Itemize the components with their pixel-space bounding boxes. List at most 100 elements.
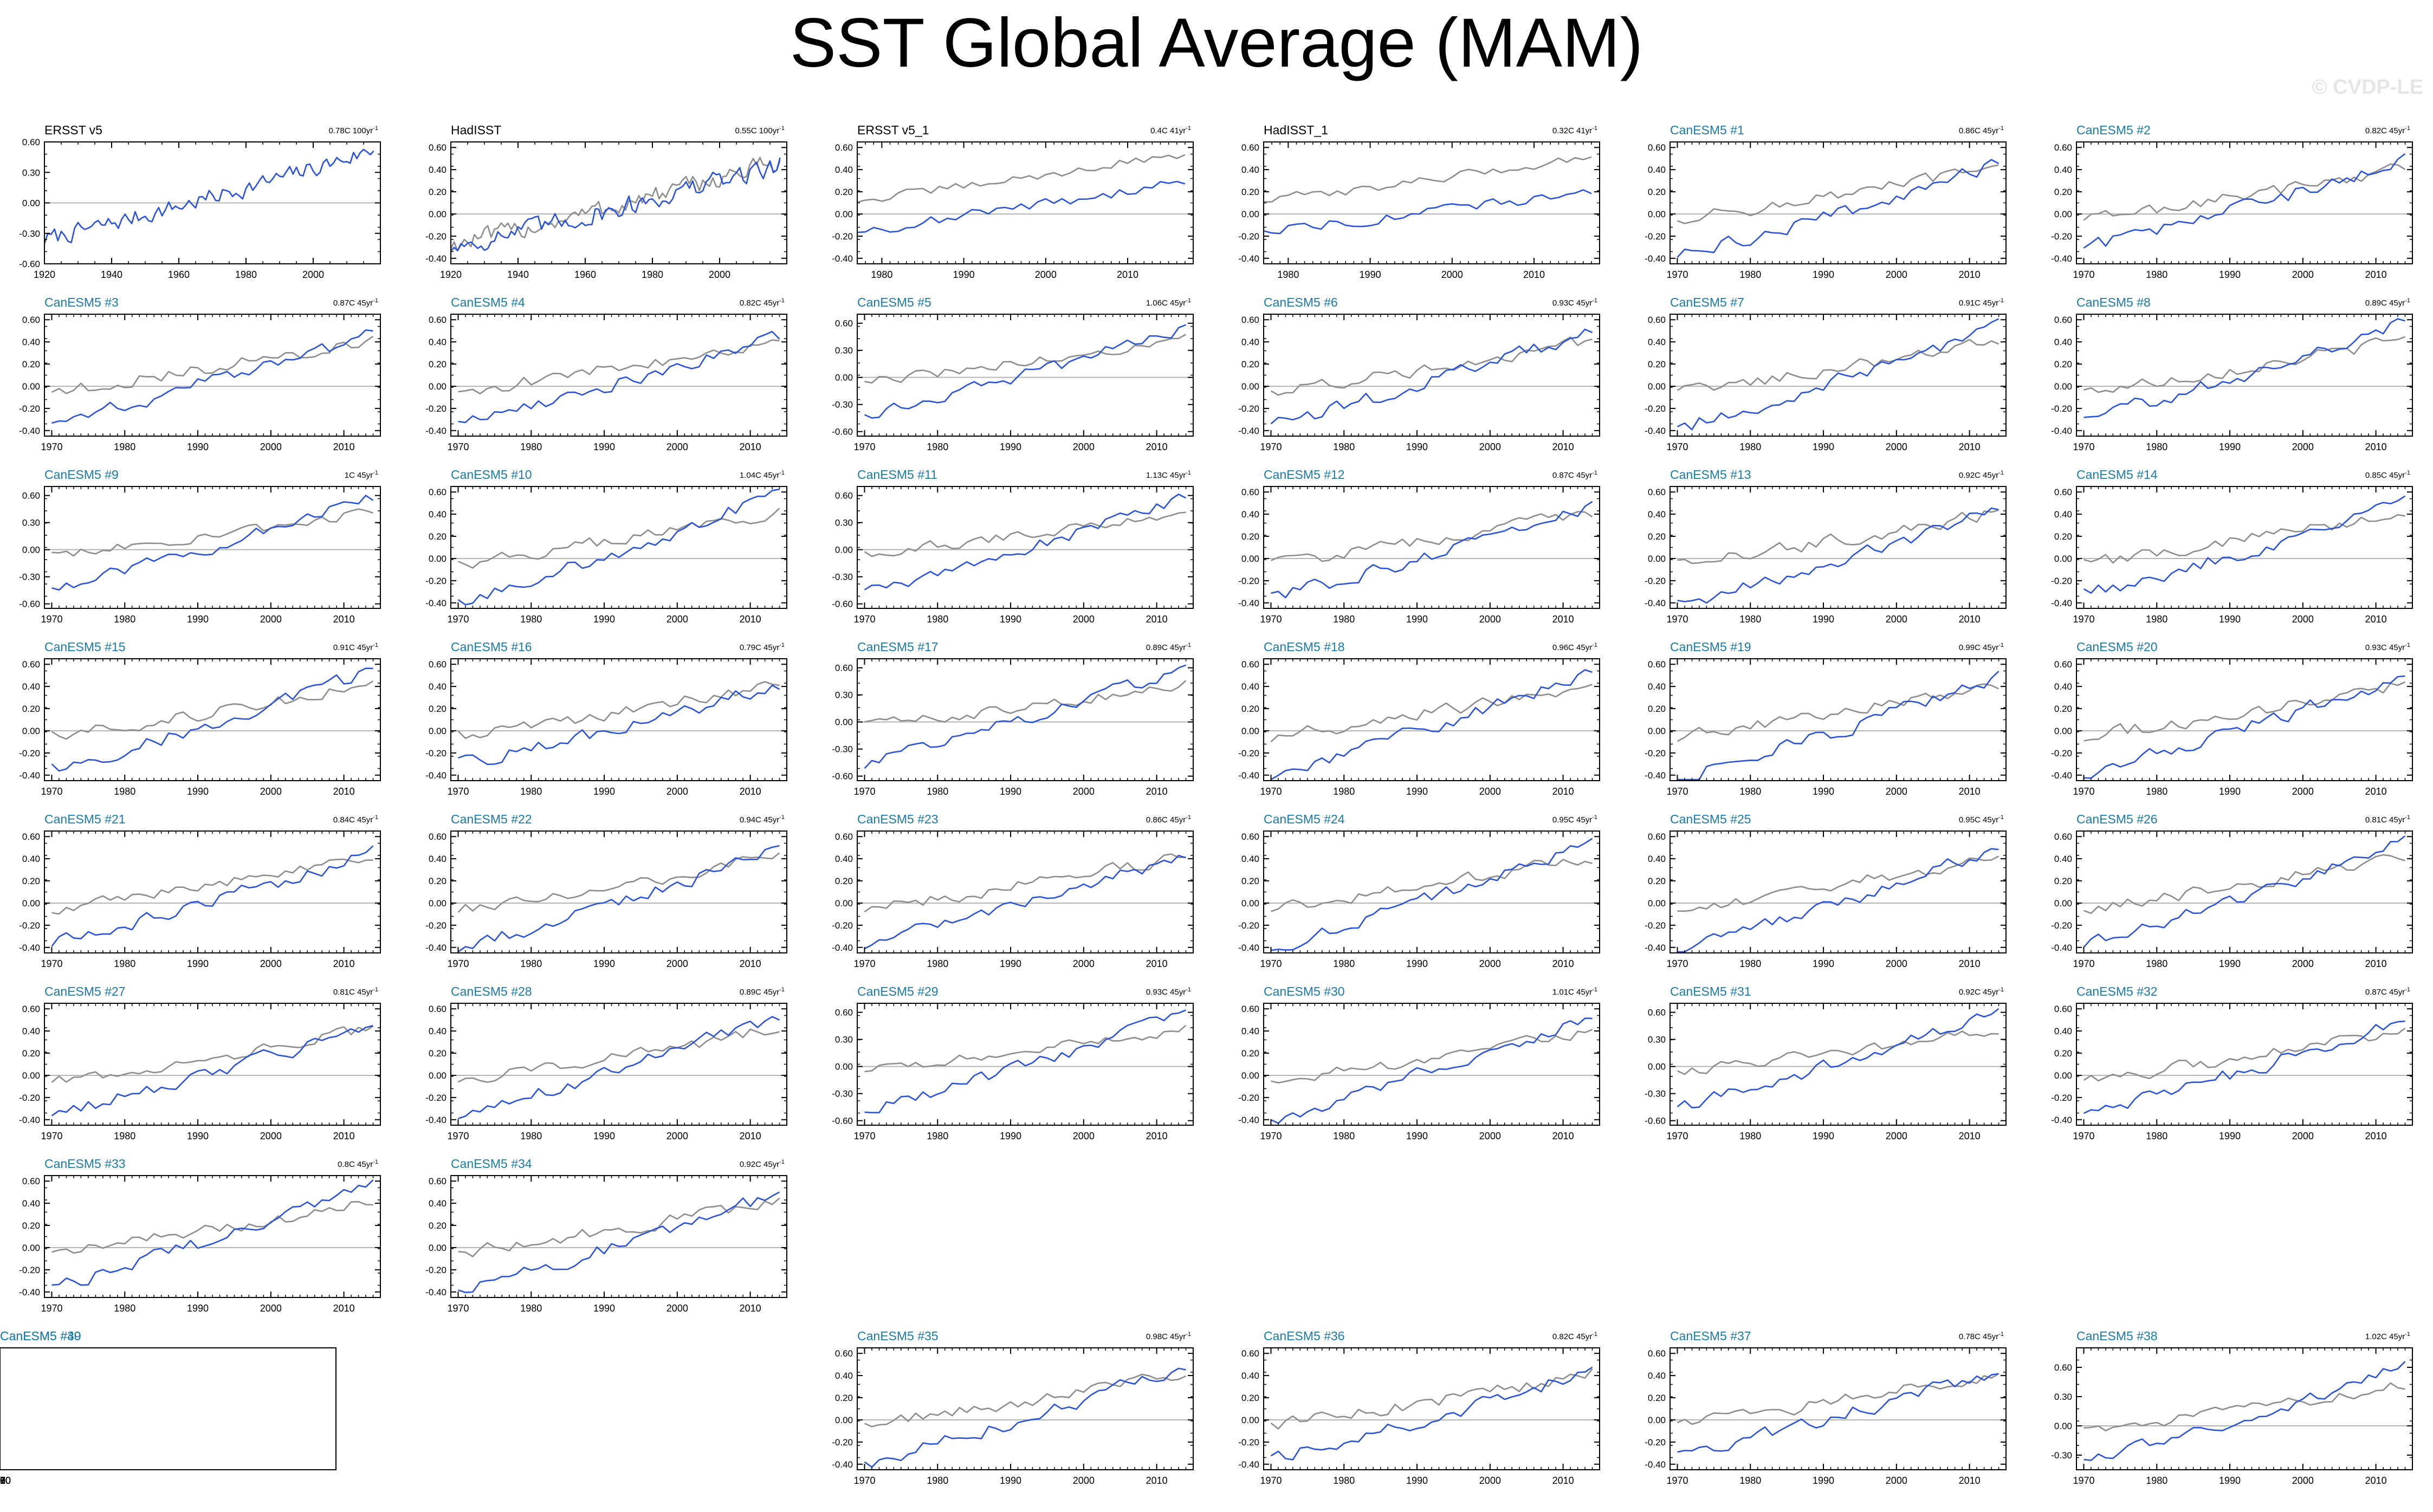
y-tick-label: 0.60 bbox=[835, 142, 853, 153]
x-tick-label: 1980 bbox=[235, 269, 257, 280]
x-tick-label: 1970 bbox=[447, 958, 469, 969]
plot-frame bbox=[1263, 141, 1600, 264]
x-tick-label: 1970 bbox=[1260, 614, 1282, 625]
y-tick-label: 0.40 bbox=[2054, 509, 2072, 520]
x-tick-label: 2000 bbox=[2292, 958, 2314, 969]
y-tick-label: 0.60 bbox=[835, 832, 853, 842]
y-tick-label: 0.60 bbox=[1241, 315, 1259, 325]
x-tick-label: 1980 bbox=[642, 269, 663, 280]
panel-title: CanESM5 #12 bbox=[1264, 468, 1345, 482]
x-tick-label: 2010 bbox=[1146, 786, 1168, 797]
x-tick-label: 2000 bbox=[1886, 958, 1907, 969]
model-series-line bbox=[2083, 153, 2406, 249]
y-tick-label: 0.60 bbox=[429, 1004, 447, 1014]
model-series-line bbox=[864, 493, 1187, 590]
y-tick-label: -0.60 bbox=[832, 1116, 853, 1126]
y-tick-label: -0.40 bbox=[425, 254, 447, 264]
panel-title: CanESM5 #11 bbox=[857, 468, 937, 482]
x-tick-label: 2000 bbox=[667, 614, 688, 625]
y-tick-label: 0.40 bbox=[2054, 165, 2072, 175]
x-tick-label: 1970 bbox=[41, 786, 62, 797]
y-tick-label: -0.20 bbox=[19, 920, 40, 931]
x-tick-label: 2000 bbox=[260, 1131, 282, 1141]
panel-28: CanESM5 #24 0.95C 45yr-1 0.60 0.40 0.20 0.00 -… bbox=[1238, 812, 1600, 969]
trend-label: 0.91C 45yr-1 bbox=[333, 642, 378, 652]
obs-series-line bbox=[51, 508, 373, 557]
y-tick-label: 0.40 bbox=[1241, 854, 1259, 864]
x-tick-label: 1970 bbox=[1666, 786, 1688, 797]
y-tick-label: 0.40 bbox=[2054, 854, 2072, 864]
trend-label: 0.89C 45yr-1 bbox=[740, 987, 785, 997]
y-tick-label: 0.60 bbox=[835, 319, 853, 329]
y-tick-label: 0.00 bbox=[2054, 554, 2072, 564]
y-tick-label: 0.20 bbox=[1241, 876, 1259, 886]
x-tick-label: 2000 bbox=[260, 614, 282, 625]
x-tick-label: 2010 bbox=[2365, 958, 2387, 969]
y-tick-label: -0.20 bbox=[2051, 920, 2072, 931]
x-tick-label: 2010 bbox=[2365, 442, 2387, 452]
y-tick-label: -0.30 bbox=[832, 400, 853, 410]
y-tick-label: 0.60 bbox=[1241, 659, 1259, 670]
y-tick-label: 0.60 bbox=[2054, 487, 2072, 497]
panel-title: HadISST bbox=[451, 123, 501, 137]
y-tick-label: 0.20 bbox=[429, 876, 447, 886]
x-tick-label: 1990 bbox=[1406, 786, 1428, 797]
x-tick-label: 2000 bbox=[260, 786, 282, 797]
x-tick-label: 2010 bbox=[333, 1131, 355, 1141]
y-tick-label: -0.20 bbox=[1238, 920, 1259, 931]
x-tick-label: 1960 bbox=[574, 269, 596, 280]
plot-frame bbox=[1670, 658, 2007, 781]
y-tick-label: -0.30 bbox=[832, 1089, 853, 1099]
panel-title: HadISST_1 bbox=[1264, 123, 1328, 137]
panel-title: CanESM5 #9 bbox=[44, 468, 119, 482]
x-tick-label: 2000 bbox=[302, 269, 324, 280]
trend-label: 0.89C 45yr-1 bbox=[1146, 642, 1191, 652]
x-tick-label: 1990 bbox=[1813, 442, 1834, 452]
plot-frame bbox=[1263, 830, 1600, 953]
x-tick-label: 1990 bbox=[1406, 958, 1428, 969]
y-tick-label: 0.20 bbox=[835, 876, 853, 886]
y-tick-label: -0.60 bbox=[19, 259, 40, 269]
x-tick-label: 1990 bbox=[1813, 786, 1834, 797]
y-tick-label: 0.30 bbox=[835, 1035, 853, 1045]
y-tick-label: 0.00 bbox=[835, 898, 853, 909]
y-tick-label: 0.00 bbox=[1241, 898, 1259, 909]
x-tick-label: 1990 bbox=[1000, 442, 1021, 452]
y-tick-label: -0.40 bbox=[19, 1115, 40, 1125]
x-tick-label: 2010 bbox=[333, 958, 355, 969]
x-tick-label: 2010 bbox=[2365, 786, 2387, 797]
y-tick-label: 0.40 bbox=[22, 682, 40, 692]
obs-series-line bbox=[51, 335, 374, 394]
y-tick-label: 0.20 bbox=[1648, 876, 1666, 886]
x-tick-label: 1920 bbox=[34, 269, 55, 280]
model-series-line bbox=[2083, 675, 2405, 779]
y-tick-label: -0.40 bbox=[19, 943, 40, 953]
y-tick-label: -0.20 bbox=[1238, 748, 1259, 758]
plot-frame bbox=[44, 486, 381, 609]
y-tick-label: -0.40 bbox=[832, 943, 853, 953]
x-tick-label: 1990 bbox=[2219, 614, 2241, 625]
trend-label: 0.32C 41yr-1 bbox=[1552, 125, 1597, 135]
x-tick-label: 2000 bbox=[667, 442, 688, 452]
y-tick-label: 0.20 bbox=[429, 187, 447, 197]
panel-30: CanESM5 #26 0.81C 45yr-1 0.60 0.40 0.20 0.00 -… bbox=[2051, 812, 2413, 969]
panel-title: ERSST v5 bbox=[44, 123, 102, 137]
panel-31: CanESM5 #27 0.81C 45yr-1 0.60 0.40 0.20 0.00 -… bbox=[19, 984, 381, 1141]
model-series-line bbox=[450, 157, 781, 252]
panel-7: CanESM5 #3 0.87C 45yr-1 0.60 0.40 0.20 0.00 -0… bbox=[19, 295, 381, 452]
panel-title: ERSST v5_1 bbox=[857, 123, 929, 137]
obs-series-line bbox=[2083, 514, 2405, 564]
y-tick-label: -0.40 bbox=[2051, 598, 2072, 608]
y-tick-label: 0.60 bbox=[22, 491, 40, 501]
y-tick-label: 0.60 bbox=[1648, 487, 1666, 497]
y-tick-label: 0.00 bbox=[2054, 209, 2072, 219]
trend-label: 0.85C 45yr-1 bbox=[2365, 470, 2410, 480]
panel-title: CanESM5 #10 bbox=[451, 468, 532, 482]
y-tick-label: 0.20 bbox=[835, 187, 853, 197]
y-tick-label: 0.40 bbox=[22, 854, 40, 864]
x-tick-label: 1970 bbox=[1666, 269, 1688, 280]
panel-17: CanESM5 #13 0.92C 45yr-1 0.60 0.40 0.20 0.00 -… bbox=[1645, 468, 2007, 625]
x-tick-label: 1990 bbox=[593, 958, 615, 969]
x-tick-label: 2010 bbox=[2365, 269, 2387, 280]
panel-title: CanESM5 #27 bbox=[44, 984, 126, 998]
